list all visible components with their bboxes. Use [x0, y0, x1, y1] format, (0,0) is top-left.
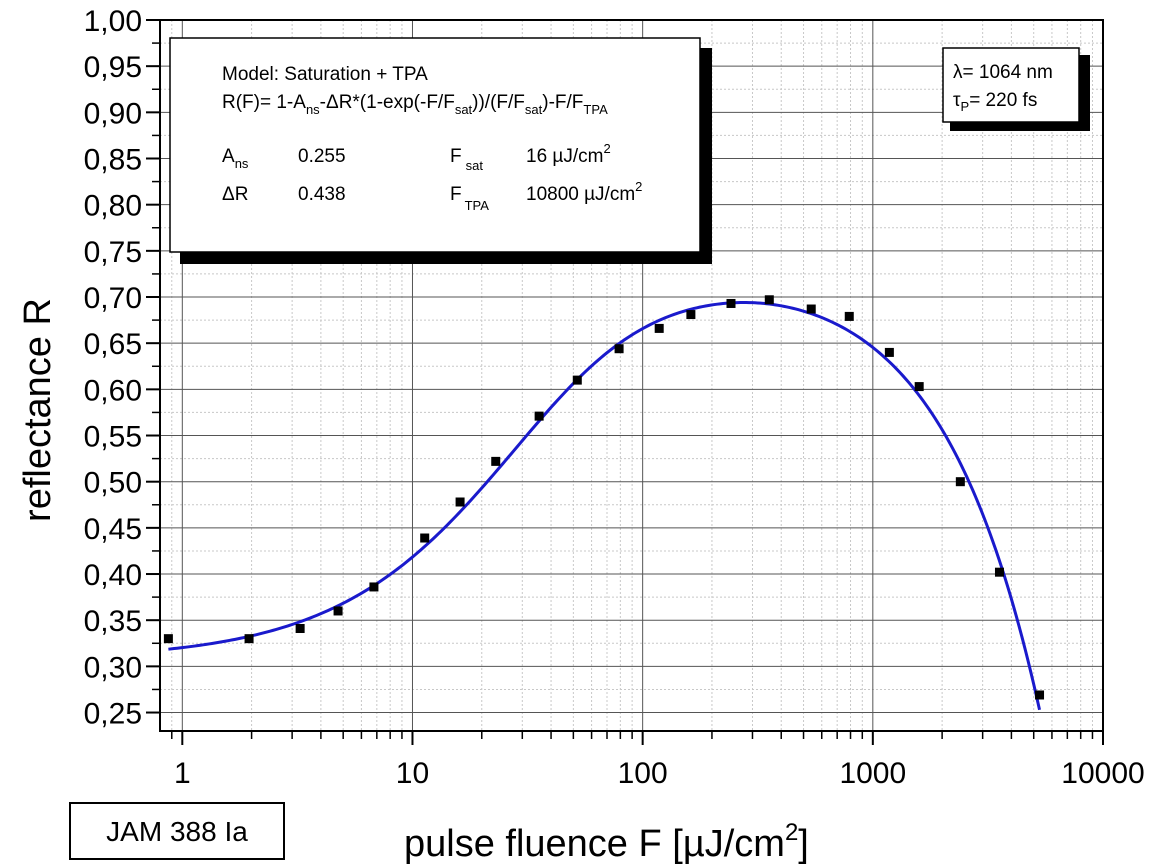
x-tick-label: 10000	[1061, 757, 1144, 790]
y-tick-label: 0,85	[84, 144, 142, 177]
data-point	[333, 606, 343, 616]
x-axis-title: pulse fluence F [µJ/cm2]	[404, 819, 809, 864]
data-point	[295, 624, 305, 634]
data-point	[726, 298, 736, 308]
y-axis-title: reflectance R	[17, 298, 59, 522]
data-point	[455, 497, 465, 507]
data-point	[914, 382, 924, 392]
fit-model-title: Model: Saturation + TPA	[222, 64, 428, 85]
data-point	[654, 323, 664, 333]
axes: 1 10 100 1000 10000 0,25 0,30 0,35 0,40 0,45 0,50 0…	[84, 5, 1145, 790]
laser-box: λ= 1064 nm τP= 220 fs	[942, 47, 1090, 131]
param-ftpa-value: 10800 µJ/cm2	[526, 179, 642, 205]
x-tick-label: 100	[618, 757, 668, 790]
param-dr-value: 0.438	[298, 184, 346, 205]
y-tick-label: 0,50	[84, 467, 142, 500]
data-point	[163, 634, 173, 644]
data-point	[244, 634, 254, 644]
y-tick-label: 0,55	[84, 421, 142, 454]
y-tick-label: 0,75	[84, 236, 142, 269]
data-point	[1035, 690, 1045, 700]
fit-curve	[168, 300, 1042, 711]
data-point	[572, 375, 582, 385]
data-point	[420, 533, 430, 543]
data-point	[491, 456, 501, 466]
data-point	[686, 310, 696, 320]
y-tick-label: 0,90	[84, 97, 142, 130]
data-point	[844, 311, 854, 321]
y-tick-label: 0,35	[84, 605, 142, 638]
sample-tag: JAM 388 Ia	[69, 802, 285, 860]
y-tick-label: 0,40	[84, 559, 142, 592]
fit-box: Model: Saturation + TPA R(F)= 1-Ans-ΔR*(…	[169, 37, 712, 264]
param-fsat-value: 16 µJ/cm2	[526, 141, 611, 167]
data-point	[994, 567, 1004, 577]
y-tick-label: 0,80	[84, 190, 142, 223]
wavelength-label: λ= 1064 nm	[953, 62, 1053, 83]
param-dr-label: ΔR	[222, 184, 248, 205]
pulse-duration-label: τP= 220 fs	[953, 90, 1037, 114]
y-tick-label: 0,95	[84, 51, 142, 84]
y-tick-label: 1,00	[84, 5, 142, 38]
data-point	[806, 304, 816, 314]
data-point	[955, 477, 965, 487]
y-tick-label: 0,45	[84, 513, 142, 546]
y-tick-label: 0,70	[84, 282, 142, 315]
y-tick-label: 0,60	[84, 374, 142, 407]
fit-formula: R(F)= 1-Ans-ΔR*(1-exp(-F/Fsat))/(F/Fsat)…	[222, 92, 608, 117]
sample-tag-label: JAM 388 Ia	[106, 816, 248, 847]
param-a-ns-value: 0.255	[298, 146, 346, 167]
param-a-ns-label: Ans	[222, 146, 249, 171]
y-tick-label: 0,65	[84, 328, 142, 361]
x-tick-label: 1	[174, 757, 191, 790]
data-point	[614, 344, 624, 354]
y-tick-label: 0,25	[84, 698, 142, 731]
data-point	[884, 347, 894, 357]
data-points	[163, 295, 1045, 700]
x-tick-label: 10	[396, 757, 429, 790]
data-point	[369, 582, 379, 592]
data-point	[764, 295, 774, 305]
param-ftpa-label: FTPA	[450, 184, 489, 213]
x-tick-label: 1000	[839, 757, 906, 790]
data-point	[534, 411, 544, 421]
y-tick-label: 0,30	[84, 651, 142, 684]
